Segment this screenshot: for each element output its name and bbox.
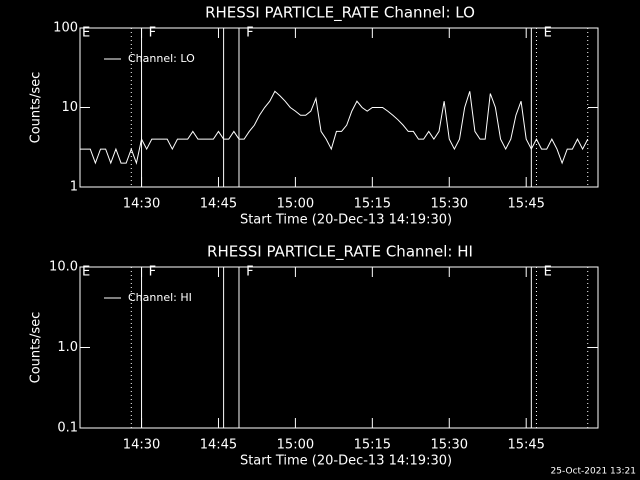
flag-label: F [149,26,156,41]
x-tick-label: 15:15 [354,438,391,453]
x-tick-label: 15:00 [277,197,314,212]
y-tick-label: 10.0 [49,260,78,275]
x-tick-label: 14:45 [200,197,237,212]
flag-label: F [149,265,156,280]
y-tick-label: 1.0 [57,340,78,355]
x-tick-label: 15:00 [277,438,314,453]
x-tick-label: 15:30 [431,438,468,453]
x-tick-label: 15:45 [507,438,544,453]
y-axis-label: Counts/sec [29,312,44,384]
x-tick-label: 15:15 [354,197,391,212]
y-axis-label: Counts/sec [29,72,44,144]
footer: 25-Oct-2021 13:21 [551,467,636,477]
x-axis-label: Start Time (20-Dec-13 14:19:30) [240,454,452,469]
flag-label: E [544,265,552,280]
y-tick-label: 10 [61,100,78,115]
x-tick-label: 14:30 [123,197,160,212]
flag-label: E [82,265,90,280]
x-tick-label: 14:45 [200,438,237,453]
y-tick-label: 100 [53,21,78,36]
x-tick-label: 15:30 [431,197,468,212]
chart-title: RHESSI PARTICLE_RATE Channel: LO [205,4,475,23]
flag-label: F [246,26,253,41]
data-line [80,90,589,165]
chart-title: RHESSI PARTICLE_RATE Channel: HI [207,243,473,262]
x-tick-label: 14:30 [123,438,160,453]
y-tick-label: 1 [70,180,78,195]
x-axis-label: Start Time (20-Dec-13 14:19:30) [240,213,452,228]
legend-label: Channel: HI [128,291,192,304]
y-tick-label: 0.1 [57,421,78,436]
x-tick-label: 15:45 [507,197,544,212]
flag-label: F [246,265,253,280]
legend-label: Channel: LO [128,52,195,65]
flag-label: E [544,26,552,41]
flag-label: E [82,26,90,41]
